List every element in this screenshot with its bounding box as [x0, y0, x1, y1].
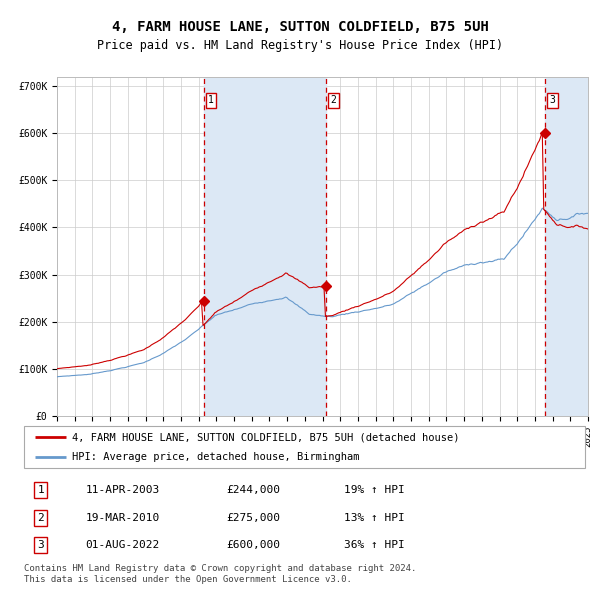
- Text: HPI: Average price, detached house, Birmingham: HPI: Average price, detached house, Birm…: [71, 452, 359, 461]
- Text: 13% ↑ HPI: 13% ↑ HPI: [344, 513, 404, 523]
- Text: 01-AUG-2022: 01-AUG-2022: [86, 540, 160, 550]
- Text: 1: 1: [37, 486, 44, 496]
- Text: 2: 2: [37, 513, 44, 523]
- Text: 19% ↑ HPI: 19% ↑ HPI: [344, 486, 404, 496]
- Bar: [545, 77, 588, 416]
- Text: 36% ↑ HPI: 36% ↑ HPI: [344, 540, 404, 550]
- Bar: [203, 77, 326, 416]
- Text: 3: 3: [37, 540, 44, 550]
- Text: 19-MAR-2010: 19-MAR-2010: [86, 513, 160, 523]
- Text: 2: 2: [331, 96, 337, 106]
- Text: 4, FARM HOUSE LANE, SUTTON COLDFIELD, B75 5UH (detached house): 4, FARM HOUSE LANE, SUTTON COLDFIELD, B7…: [71, 432, 459, 442]
- Text: This data is licensed under the Open Government Licence v3.0.: This data is licensed under the Open Gov…: [24, 575, 352, 584]
- Text: 3: 3: [550, 96, 556, 106]
- Text: £600,000: £600,000: [226, 540, 280, 550]
- Text: 4, FARM HOUSE LANE, SUTTON COLDFIELD, B75 5UH: 4, FARM HOUSE LANE, SUTTON COLDFIELD, B7…: [112, 20, 488, 34]
- Text: £244,000: £244,000: [226, 486, 280, 496]
- Text: 1: 1: [208, 96, 214, 106]
- Text: £275,000: £275,000: [226, 513, 280, 523]
- FancyBboxPatch shape: [24, 426, 585, 468]
- Text: Price paid vs. HM Land Registry's House Price Index (HPI): Price paid vs. HM Land Registry's House …: [97, 39, 503, 52]
- Text: Contains HM Land Registry data © Crown copyright and database right 2024.: Contains HM Land Registry data © Crown c…: [24, 563, 416, 572]
- Text: 11-APR-2003: 11-APR-2003: [86, 486, 160, 496]
